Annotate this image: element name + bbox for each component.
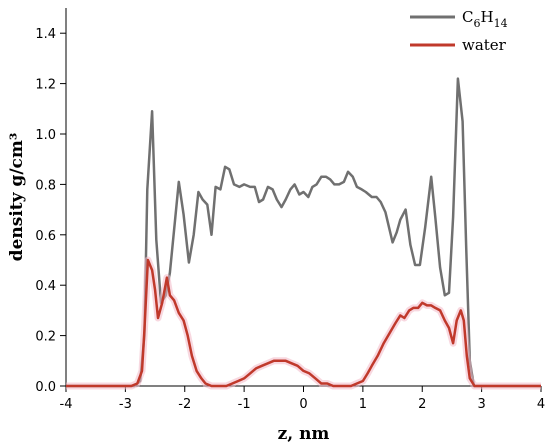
series-line-c6h14: [66, 77, 541, 388]
y-tick-label: 0.4: [35, 279, 56, 294]
x-tick-label: -3: [119, 397, 132, 412]
y-tick-label: 0.6: [35, 229, 56, 244]
legend-item-c6h14: C6H14: [410, 8, 508, 30]
y-tick-label: 1.4: [35, 27, 56, 42]
x-tick-label: -2: [178, 397, 191, 412]
x-tick-label: 4: [537, 397, 545, 412]
x-tick-label: -4: [60, 397, 73, 412]
y-tick-label: 1.0: [35, 128, 56, 143]
y-tick-label: 0.0: [35, 380, 56, 395]
legend-item-water: water: [410, 36, 507, 54]
x-tick-label: 1: [359, 397, 367, 412]
legend-label-c6h14: C6H14: [462, 8, 508, 30]
series-layer: [66, 77, 541, 390]
x-tick-label: 0: [299, 397, 307, 412]
y-tick-label: 0.8: [35, 178, 56, 193]
x-tick-label: -1: [238, 397, 251, 412]
x-tick-label: 2: [418, 397, 426, 412]
y-axis-title: density g/cm³: [7, 133, 27, 262]
legend-label-water: water: [462, 36, 507, 54]
legend: C6H14 water: [410, 8, 508, 54]
y-axis-ticks: 0.0 0.2 0.4 0.6 0.8 1.0 1.2 1.4: [35, 27, 66, 395]
y-tick-label: 0.2: [35, 330, 56, 345]
plot-area: -4 -3 -2 -1 0 1 2 3 4 0.0 0.2 0.4 0.6 0.8 1.0 1.2 1.4: [35, 8, 545, 412]
x-axis-title: z, nm: [278, 424, 330, 444]
x-axis-ticks: -4 -3 -2 -1 0 1 2 3 4: [60, 386, 545, 412]
y-tick-label: 1.2: [35, 78, 56, 93]
x-tick-label: 3: [477, 397, 485, 412]
series-line-water: [66, 258, 541, 388]
